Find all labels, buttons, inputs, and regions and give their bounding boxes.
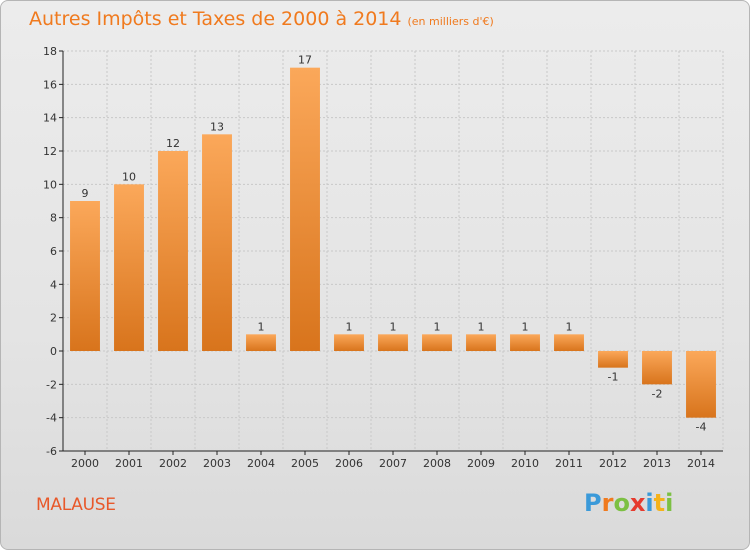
x-tick-label: 2003 [203, 457, 231, 470]
y-tick-label: -4 [46, 412, 57, 425]
data-label: 10 [122, 170, 136, 183]
bar [642, 351, 672, 385]
y-tick-label: 2 [50, 312, 57, 325]
bar [422, 334, 452, 351]
logo-letter: i [665, 489, 674, 517]
y-tick-label: 14 [43, 112, 57, 125]
axes [59, 50, 723, 455]
data-label: -4 [696, 421, 707, 434]
x-tick-label: 2012 [599, 457, 627, 470]
x-tick-label: 2014 [687, 457, 715, 470]
x-tick-label: 2013 [643, 457, 671, 470]
logo-letter: t [653, 489, 666, 517]
y-tick-label: 0 [50, 345, 57, 358]
data-label: 1 [346, 320, 353, 333]
x-tick-label: 2009 [467, 457, 495, 470]
y-tick-label: -2 [46, 378, 57, 391]
data-label: 12 [166, 137, 180, 150]
bar [510, 334, 540, 351]
chart-title: Autres Impôts et Taxes de 2000 à 2014 (en… [29, 8, 494, 30]
data-label: -2 [652, 387, 663, 400]
proxiti-logo[interactable]: Proxiti [584, 489, 673, 517]
bar [554, 334, 584, 351]
data-label: 9 [82, 187, 89, 200]
x-tick-label: 2005 [291, 457, 319, 470]
logo-letter: i [645, 489, 654, 517]
y-tick-label: 12 [43, 145, 57, 158]
x-tick-label: 2010 [511, 457, 539, 470]
bar [290, 67, 320, 352]
logo-letter: P [584, 489, 602, 517]
data-label: 13 [210, 120, 224, 133]
x-tick-label: 2008 [423, 457, 451, 470]
data-label: 1 [522, 320, 529, 333]
y-tick-label: 8 [50, 212, 57, 225]
x-tick-label: 2004 [247, 457, 275, 470]
x-tick-label: 2011 [555, 457, 583, 470]
data-label: -1 [608, 371, 619, 384]
data-label: 1 [566, 320, 573, 333]
y-tick-label: 4 [50, 278, 57, 291]
logo-letter: x [629, 489, 646, 517]
x-tick-label: 2000 [71, 457, 99, 470]
labels: 18 16 14 12 10 8 6 4 2 0 -2 -4 -6 9 2000 10 2001 12 2002 13… [43, 45, 715, 470]
bar [466, 334, 496, 351]
bar [378, 334, 408, 351]
data-label: 17 [298, 54, 312, 67]
bar [246, 334, 276, 351]
bar [334, 334, 364, 351]
data-label: 1 [390, 320, 397, 333]
chart-subtitle: (en milliers d'€) [407, 15, 494, 28]
bars [70, 67, 716, 418]
y-tick-label: 6 [50, 245, 57, 258]
bar [158, 151, 188, 351]
logo-letter: r [601, 489, 614, 517]
x-tick-label: 2001 [115, 457, 143, 470]
x-tick-label: 2007 [379, 457, 407, 470]
bar [70, 201, 100, 351]
data-label: 1 [434, 320, 441, 333]
bar [114, 184, 144, 351]
location-name: MALAUSE [36, 495, 116, 515]
bar [202, 134, 232, 351]
data-label: 1 [478, 320, 485, 333]
y-tick-label: 16 [43, 78, 57, 91]
bar [686, 351, 716, 418]
y-tick-label: -6 [46, 445, 57, 458]
chart-title-text: Autres Impôts et Taxes de 2000 à 2014 [29, 8, 402, 30]
data-label: 1 [258, 320, 265, 333]
x-tick-label: 2002 [159, 457, 187, 470]
bar [598, 351, 628, 368]
x-tick-label: 2006 [335, 457, 363, 470]
logo-letter: o [613, 489, 630, 517]
y-tick-label: 18 [43, 45, 57, 58]
y-tick-label: 10 [43, 178, 57, 191]
